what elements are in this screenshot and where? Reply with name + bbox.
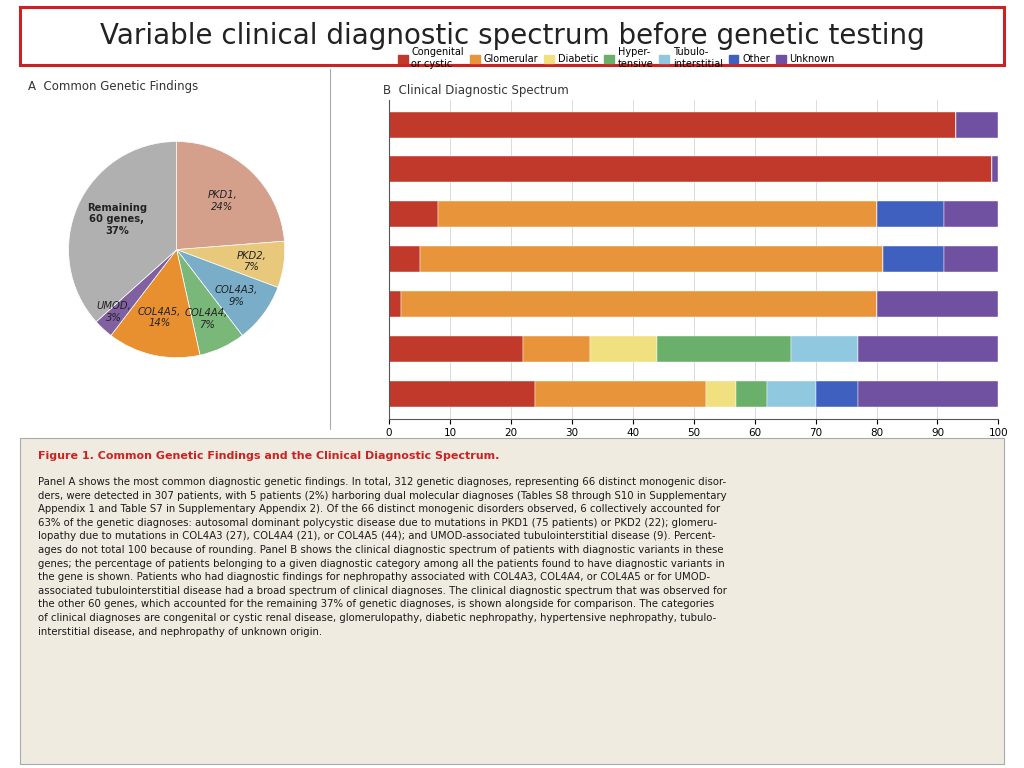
Text: Variable clinical diagnostic spectrum before genetic testing: Variable clinical diagnostic spectrum be…	[99, 22, 925, 50]
Text: Panel A shows the most common diagnostic genetic findings. In total, 312 genetic: Panel A shows the most common diagnostic…	[38, 477, 727, 637]
Bar	[858, 381, 998, 407]
Text: B  Clinical Diagnostic Spectrum: B Clinical Diagnostic Spectrum	[383, 84, 568, 97]
Bar	[736, 381, 767, 407]
Bar	[955, 111, 998, 137]
Text: PKD2,
7%: PKD2, 7%	[237, 250, 266, 272]
Bar	[992, 157, 998, 183]
Bar	[536, 381, 706, 407]
Wedge shape	[176, 250, 243, 355]
Wedge shape	[176, 241, 285, 287]
Bar	[877, 291, 998, 317]
Bar	[523, 336, 590, 362]
Bar	[883, 247, 943, 272]
Bar	[389, 247, 420, 272]
Text: COL4A4,
7%: COL4A4, 7%	[185, 308, 228, 329]
Bar	[767, 381, 815, 407]
Bar	[420, 247, 883, 272]
Text: PKD1,
24%: PKD1, 24%	[208, 190, 238, 211]
Text: A  Common Genetic Findings: A Common Genetic Findings	[29, 80, 199, 93]
Bar	[389, 157, 992, 183]
Bar	[401, 291, 877, 317]
Bar	[706, 381, 736, 407]
Text: COL4A3,
9%: COL4A3, 9%	[215, 285, 258, 306]
Legend: Congenital
or cystic, Glomerular, Diabetic, Hyper-
tensive, Tubulo-
interstitial: Congenital or cystic, Glomerular, Diabet…	[394, 43, 839, 73]
Bar	[877, 201, 943, 227]
FancyBboxPatch shape	[20, 438, 1004, 764]
Wedge shape	[96, 250, 176, 336]
Bar	[943, 247, 998, 272]
Bar	[438, 201, 877, 227]
X-axis label: Percentage: Percentage	[653, 444, 734, 457]
Bar	[943, 201, 998, 227]
Bar	[389, 291, 401, 317]
FancyBboxPatch shape	[20, 7, 1004, 65]
Text: Remaining
60 genes,
37%: Remaining 60 genes, 37%	[87, 203, 147, 236]
Bar	[815, 381, 858, 407]
Text: Figure 1. Common Genetic Findings and the Clinical Diagnostic Spectrum.: Figure 1. Common Genetic Findings and th…	[38, 451, 500, 461]
Bar	[792, 336, 858, 362]
Bar	[389, 201, 438, 227]
Bar	[858, 336, 998, 362]
Bar	[389, 381, 536, 407]
Text: UMOD,
3%: UMOD, 3%	[96, 302, 131, 323]
Bar	[657, 336, 792, 362]
Bar	[389, 336, 523, 362]
Wedge shape	[176, 141, 285, 250]
Bar	[389, 111, 955, 137]
Wedge shape	[69, 141, 177, 322]
Text: COL4A5,
14%: COL4A5, 14%	[137, 307, 181, 329]
Wedge shape	[111, 250, 200, 358]
Wedge shape	[176, 250, 278, 336]
Bar	[590, 336, 657, 362]
